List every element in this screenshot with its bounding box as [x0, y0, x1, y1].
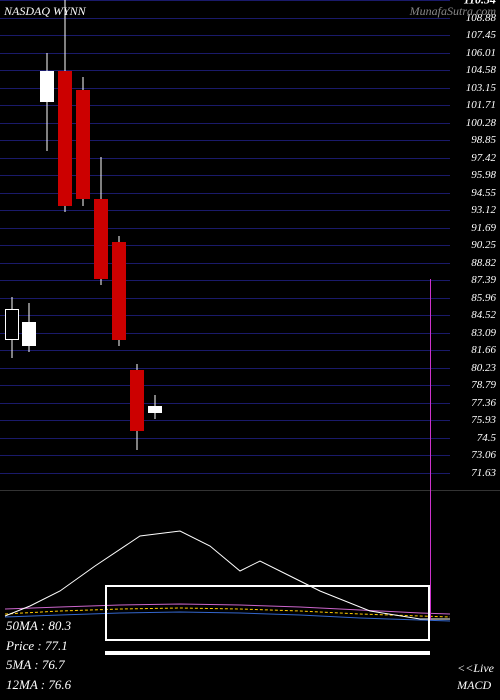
- live-label: <<Live: [457, 660, 494, 677]
- chart-container: NASDAQ WYNN MunafaSutra.com 110.34108.88…: [0, 0, 500, 700]
- y-axis-label: 77.36: [471, 397, 496, 409]
- y-axis-label: 100.28: [466, 117, 496, 129]
- y-axis-label: 88.82: [471, 257, 496, 269]
- y-axis-label: 85.96: [471, 292, 496, 304]
- y-axis-label: 81.66: [471, 344, 496, 356]
- ma5: 5MA : 76.7: [6, 655, 71, 675]
- overlay-rect: [105, 651, 430, 655]
- y-axis-label: 87.39: [471, 274, 496, 286]
- candle: [40, 0, 54, 490]
- ma50: 50MA : 80.3: [6, 616, 71, 636]
- y-axis-label: 74.5: [477, 432, 496, 444]
- live-box: <<Live MACD: [457, 660, 494, 694]
- source-label: MunafaSutra.com: [410, 4, 496, 19]
- y-axis-label: 97.42: [471, 152, 496, 164]
- candle: [112, 0, 126, 490]
- y-axis-label: 106.01: [466, 47, 496, 59]
- y-axis-label: 98.85: [471, 134, 496, 146]
- price-chart-area: 110.34108.88107.45106.01104.58103.15101.…: [0, 0, 500, 490]
- y-axis-label: 78.79: [471, 379, 496, 391]
- y-axis-label: 83.09: [471, 327, 496, 339]
- y-axis-label: 84.52: [471, 309, 496, 321]
- y-axis-label: 101.71: [466, 99, 496, 111]
- y-axis-label: 103.15: [466, 82, 496, 94]
- candle: [58, 0, 72, 490]
- price-info: Price : 77.1: [6, 636, 71, 656]
- candle: [5, 0, 19, 490]
- candle: [94, 0, 108, 490]
- y-axis-label: 107.45: [466, 29, 496, 41]
- candle: [22, 0, 36, 490]
- chart-header: NASDAQ WYNN MunafaSutra.com: [4, 4, 496, 19]
- y-axis-label: 91.69: [471, 222, 496, 234]
- candle: [130, 0, 144, 490]
- y-axis-label: 104.58: [466, 64, 496, 76]
- price-vertical-line: [430, 279, 431, 620]
- info-box: 50MA : 80.3 Price : 77.1 5MA : 76.7 12MA…: [6, 616, 71, 694]
- overlay-rect: [105, 585, 430, 641]
- y-axis-label: 94.55: [471, 187, 496, 199]
- y-axis-label: 95.98: [471, 169, 496, 181]
- y-axis-label: 80.23: [471, 362, 496, 374]
- candle: [76, 0, 90, 490]
- ma12: 12MA : 76.6: [6, 675, 71, 695]
- y-axis-label: 93.12: [471, 204, 496, 216]
- candle: [148, 0, 162, 490]
- y-axis-label: 75.93: [471, 414, 496, 426]
- ticker-label: NASDAQ WYNN: [4, 4, 86, 19]
- y-axis-label: 71.63: [471, 467, 496, 479]
- macd-label: MACD: [457, 677, 494, 694]
- y-axis-label: 73.06: [471, 449, 496, 461]
- y-axis-label: 90.25: [471, 239, 496, 251]
